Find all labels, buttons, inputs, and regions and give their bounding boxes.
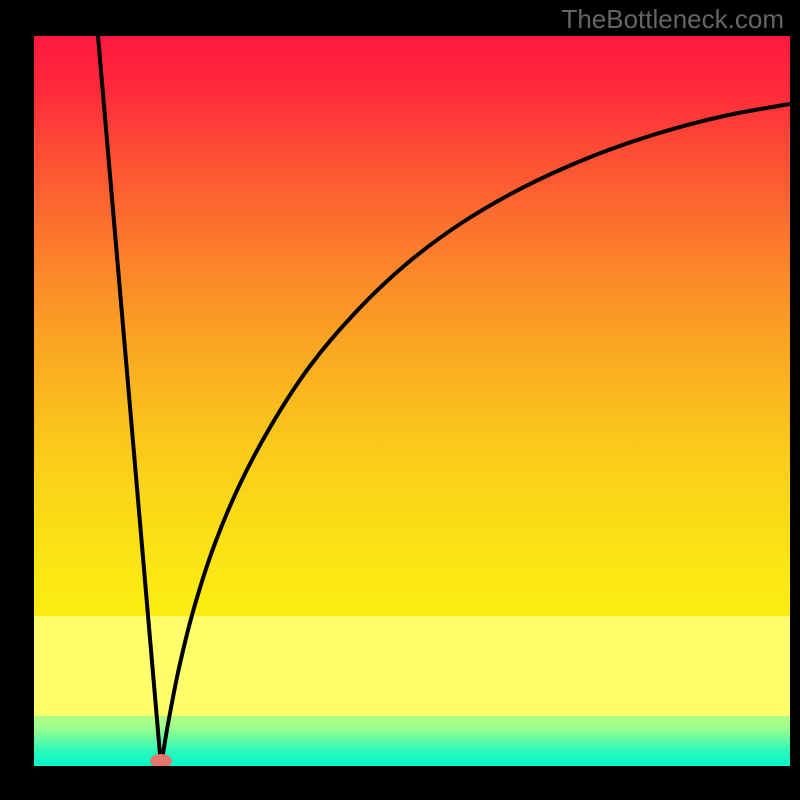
optimal-point-marker	[150, 754, 172, 766]
bottleneck-curve	[34, 36, 790, 766]
plot-area	[34, 36, 790, 766]
curve-right-branch	[161, 104, 790, 766]
watermark-text: TheBottleneck.com	[561, 4, 784, 35]
curve-left-branch	[98, 36, 161, 766]
